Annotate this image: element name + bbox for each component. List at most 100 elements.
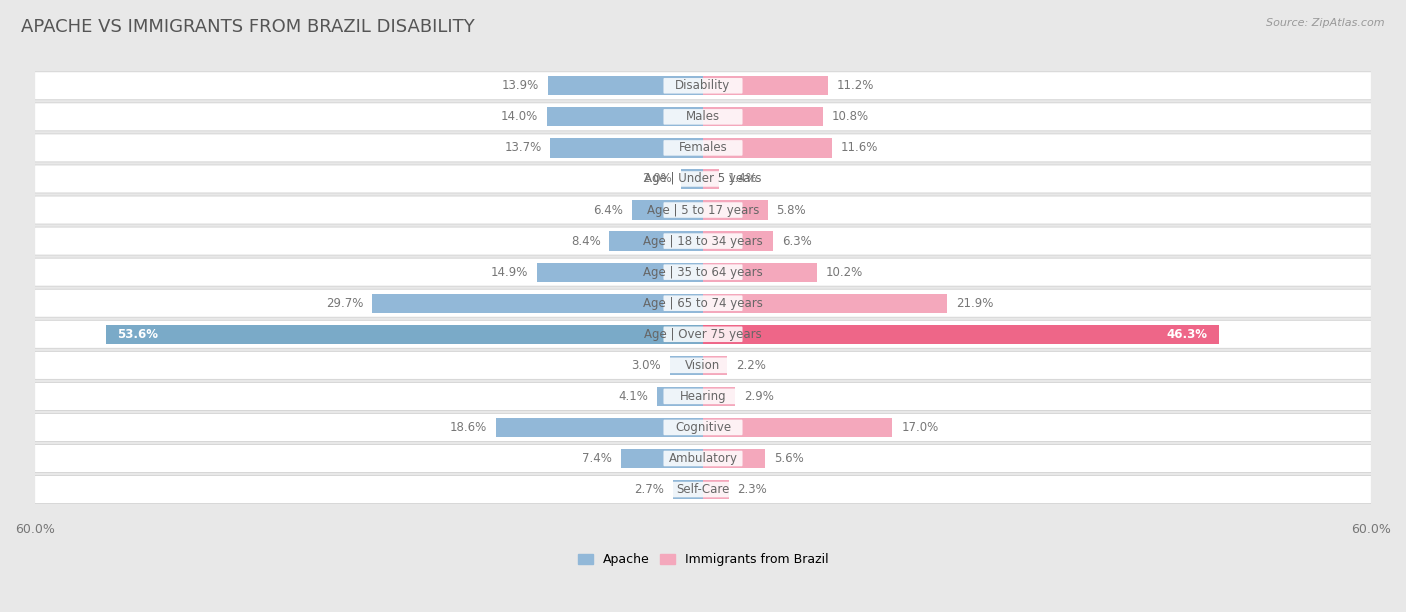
Bar (703, 76, 828, 95)
FancyBboxPatch shape (35, 196, 1371, 224)
Text: Age | 35 to 64 years: Age | 35 to 64 years (643, 266, 763, 278)
Bar (703, 387, 735, 406)
FancyBboxPatch shape (35, 444, 1371, 472)
Bar (703, 170, 718, 188)
FancyBboxPatch shape (35, 72, 1371, 100)
Bar (703, 480, 728, 499)
FancyBboxPatch shape (35, 258, 1371, 286)
Text: 2.2%: 2.2% (737, 359, 766, 372)
FancyBboxPatch shape (664, 357, 742, 373)
Text: 8.4%: 8.4% (571, 234, 600, 248)
FancyBboxPatch shape (664, 171, 742, 187)
Text: 10.2%: 10.2% (825, 266, 863, 278)
Text: 6.4%: 6.4% (593, 204, 623, 217)
Text: 14.0%: 14.0% (501, 110, 538, 124)
Text: 14.9%: 14.9% (491, 266, 529, 278)
Text: Age | 65 to 74 years: Age | 65 to 74 years (643, 297, 763, 310)
FancyBboxPatch shape (664, 482, 742, 498)
Text: Age | Under 5 years: Age | Under 5 years (644, 173, 762, 185)
FancyBboxPatch shape (35, 165, 1371, 193)
Text: Source: ZipAtlas.com: Source: ZipAtlas.com (1267, 18, 1385, 28)
FancyBboxPatch shape (35, 382, 1371, 411)
Text: 11.2%: 11.2% (837, 80, 875, 92)
FancyBboxPatch shape (35, 103, 1371, 131)
Bar (551, 138, 703, 157)
Text: 13.7%: 13.7% (505, 141, 541, 154)
Bar (703, 200, 768, 220)
Text: 6.3%: 6.3% (782, 234, 811, 248)
Bar (703, 107, 824, 127)
FancyBboxPatch shape (664, 389, 742, 404)
Bar (537, 263, 703, 282)
Bar (703, 231, 773, 251)
Bar (669, 356, 703, 375)
FancyBboxPatch shape (35, 134, 1371, 162)
Text: Vision: Vision (685, 359, 721, 372)
Bar (496, 418, 703, 437)
Text: 18.6%: 18.6% (450, 421, 486, 434)
FancyBboxPatch shape (664, 140, 742, 155)
Text: 11.6%: 11.6% (841, 141, 879, 154)
FancyBboxPatch shape (35, 351, 1371, 379)
Text: 2.3%: 2.3% (738, 483, 768, 496)
Bar (703, 294, 946, 313)
FancyBboxPatch shape (664, 264, 742, 280)
Bar (703, 449, 765, 468)
Bar (703, 263, 817, 282)
Bar (658, 387, 703, 406)
Text: 2.0%: 2.0% (643, 173, 672, 185)
Bar (107, 324, 703, 344)
Text: Males: Males (686, 110, 720, 124)
Text: Disability: Disability (675, 80, 731, 92)
Bar (703, 324, 1219, 344)
Text: Cognitive: Cognitive (675, 421, 731, 434)
Text: 7.4%: 7.4% (582, 452, 612, 465)
FancyBboxPatch shape (664, 420, 742, 435)
Bar (548, 76, 703, 95)
FancyBboxPatch shape (664, 450, 742, 466)
FancyBboxPatch shape (35, 476, 1371, 504)
Text: 3.0%: 3.0% (631, 359, 661, 372)
Bar (681, 170, 703, 188)
FancyBboxPatch shape (664, 202, 742, 218)
FancyBboxPatch shape (35, 320, 1371, 348)
Text: 46.3%: 46.3% (1167, 328, 1208, 341)
FancyBboxPatch shape (35, 289, 1371, 317)
Text: Age | 5 to 17 years: Age | 5 to 17 years (647, 204, 759, 217)
FancyBboxPatch shape (35, 227, 1371, 255)
Text: Self-Care: Self-Care (676, 483, 730, 496)
Bar (673, 480, 703, 499)
Text: 2.9%: 2.9% (744, 390, 775, 403)
FancyBboxPatch shape (664, 78, 742, 94)
Text: 4.1%: 4.1% (619, 390, 648, 403)
Bar (609, 231, 703, 251)
Bar (631, 200, 703, 220)
Text: 53.6%: 53.6% (117, 328, 159, 341)
FancyBboxPatch shape (664, 326, 742, 342)
Bar (703, 418, 893, 437)
Bar (373, 294, 703, 313)
Legend: Apache, Immigrants from Brazil: Apache, Immigrants from Brazil (572, 548, 834, 571)
Bar (703, 138, 832, 157)
Text: Females: Females (679, 141, 727, 154)
Text: 21.9%: 21.9% (956, 297, 993, 310)
FancyBboxPatch shape (664, 296, 742, 311)
Bar (547, 107, 703, 127)
Text: 29.7%: 29.7% (326, 297, 363, 310)
Bar (620, 449, 703, 468)
Text: Hearing: Hearing (679, 390, 727, 403)
Text: 5.6%: 5.6% (775, 452, 804, 465)
Text: Age | 18 to 34 years: Age | 18 to 34 years (643, 234, 763, 248)
FancyBboxPatch shape (35, 414, 1371, 441)
Bar (703, 356, 727, 375)
Text: 13.9%: 13.9% (502, 80, 540, 92)
Text: APACHE VS IMMIGRANTS FROM BRAZIL DISABILITY: APACHE VS IMMIGRANTS FROM BRAZIL DISABIL… (21, 18, 475, 36)
Text: 2.7%: 2.7% (634, 483, 664, 496)
Text: 5.8%: 5.8% (776, 204, 806, 217)
Text: 17.0%: 17.0% (901, 421, 938, 434)
Text: Age | Over 75 years: Age | Over 75 years (644, 328, 762, 341)
Text: 1.4%: 1.4% (727, 173, 758, 185)
FancyBboxPatch shape (664, 109, 742, 125)
FancyBboxPatch shape (664, 233, 742, 249)
Text: 10.8%: 10.8% (832, 110, 869, 124)
